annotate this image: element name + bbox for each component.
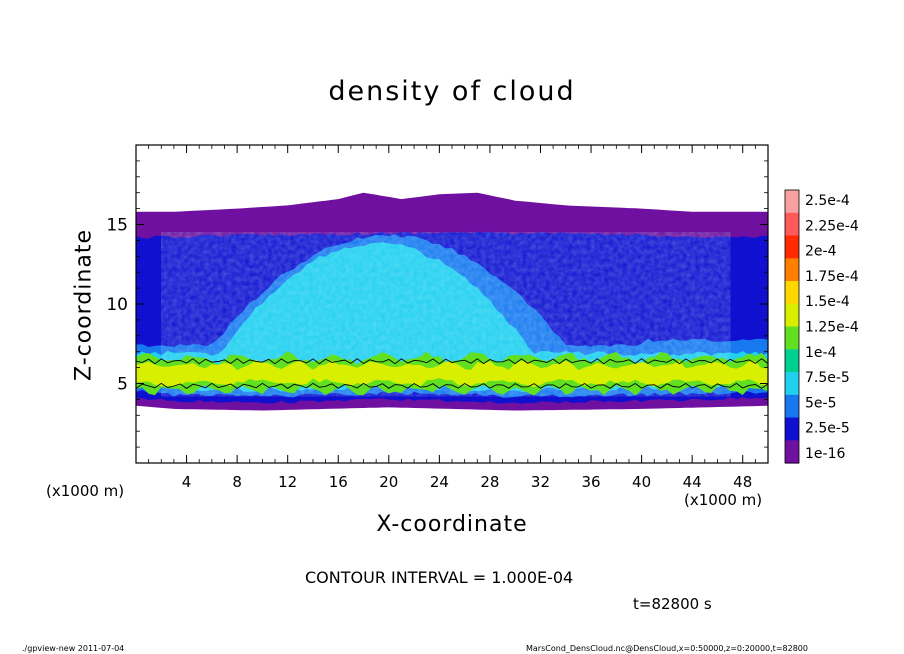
y-tick-label: 5 — [117, 375, 128, 395]
time-stamp: t=82800 s — [633, 595, 712, 613]
x-axis-unit: (x1000 m) — [684, 491, 763, 509]
y-tick-label: 15 — [106, 216, 128, 236]
colorbar-label: 1.75e-4 — [805, 269, 859, 285]
colorbar-label: 7.5e-5 — [805, 370, 850, 386]
colorbar-swatch — [785, 190, 799, 214]
colorbar-swatch — [785, 440, 799, 464]
colorbar-label: 1e-4 — [805, 345, 837, 361]
contour-line-upper — [136, 358, 768, 365]
footer-left: ./gpview-new 2011-07-04 — [22, 644, 125, 653]
colorbar-swatch — [785, 394, 799, 419]
colorbar: 2.5e-4 2.25e-4 2e-4 1.75e-4 1.5e-4 1.25e-4 1e-… — [784, 189, 859, 464]
y-axis-unit: (x1000 m) — [46, 482, 125, 500]
x-tick-label: 44 — [683, 473, 702, 491]
x-tick-label: 40 — [632, 473, 651, 491]
colorbar-label: 2.25e-4 — [805, 218, 859, 234]
x-tick-label: 20 — [379, 473, 398, 491]
colorbar-swatch — [785, 235, 799, 259]
x-axis-label: X-coordinate — [376, 512, 528, 537]
colorbar-label: 2.5e-5 — [805, 421, 850, 437]
colorbar-label: 1e-16 — [805, 446, 845, 462]
colorbar-swatch — [785, 258, 799, 282]
x-tick-label: 12 — [278, 473, 297, 491]
colorbar-label: 2e-4 — [805, 244, 837, 260]
layer-1.5e-4 — [136, 360, 768, 387]
colorbar-swatch — [785, 281, 799, 305]
x-tick-label: 4 — [182, 473, 192, 491]
x-tick-label: 36 — [581, 473, 600, 491]
colorbar-swatch — [785, 372, 799, 396]
x-tick-label: 48 — [733, 473, 752, 491]
colorbar-swatch — [785, 212, 799, 237]
y-axis-label: Z-coordinate — [71, 229, 97, 381]
contour-interval: CONTOUR INTERVAL = 1.000E-04 — [305, 568, 574, 587]
colorbar-swatch — [785, 417, 799, 441]
x-tick-label: 8 — [232, 473, 242, 491]
x-tick-label: 28 — [480, 473, 499, 491]
colorbar-label: 2.5e-4 — [805, 193, 850, 209]
colorbar-swatch — [785, 349, 799, 373]
x-tick-label: 24 — [430, 473, 449, 491]
colorbar-swatch — [785, 303, 799, 328]
colorbar-swatch — [785, 326, 799, 350]
chart-title: density of cloud — [328, 76, 576, 107]
footer-right: MarsCond_DensCloud.nc@DensCloud,x=0:5000… — [526, 644, 808, 653]
y-tick-label: 10 — [106, 295, 128, 315]
density-field — [136, 192, 768, 411]
x-tick-label: 16 — [329, 473, 348, 491]
x-tick-label: 32 — [531, 473, 550, 491]
contour-line-lower — [136, 382, 768, 389]
colorbar-label: 1.5e-4 — [805, 294, 850, 310]
colorbar-label: 5e-5 — [805, 395, 836, 411]
colorbar-frame — [784, 189, 800, 464]
colorbar-label: 1.25e-4 — [805, 320, 859, 336]
